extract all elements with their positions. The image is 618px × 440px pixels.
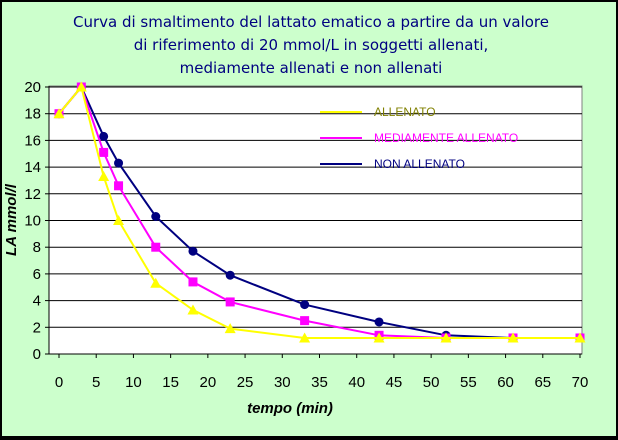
series-lines xyxy=(53,81,586,343)
x-tick-label: 35 xyxy=(311,374,328,391)
x-tick-label: 0 xyxy=(55,374,63,391)
legend-label: ALLENATO xyxy=(374,105,436,119)
data-point xyxy=(151,242,161,252)
data-point xyxy=(224,323,236,334)
data-point xyxy=(300,316,310,326)
y-tick-label: 12 xyxy=(24,186,41,203)
x-tick-label: 15 xyxy=(162,374,179,391)
data-point xyxy=(75,81,87,92)
y-tick-label: 10 xyxy=(24,213,41,230)
y-tick-label: 8 xyxy=(33,239,41,256)
data-point xyxy=(225,297,235,307)
data-point xyxy=(440,332,452,343)
x-tick-label: 50 xyxy=(423,374,440,391)
y-tick-label: 6 xyxy=(33,266,41,283)
data-point xyxy=(187,304,199,315)
title-line-1: Curva di smaltimento del lattato ematico… xyxy=(73,13,549,31)
title-line-2: di riferimento di 20 mmol/L in soggetti … xyxy=(134,36,489,54)
x-tick-label: 20 xyxy=(200,374,217,391)
legend: ALLENATO MEDIAMENTE ALLENATO NON ALLENATO xyxy=(320,105,518,171)
series-line xyxy=(58,85,580,339)
data-point xyxy=(150,277,162,288)
data-point xyxy=(188,277,198,287)
data-point xyxy=(300,300,310,310)
y-axis-title: LA mmol/l xyxy=(3,183,20,256)
data-point xyxy=(53,108,65,119)
legend-item: NON ALLENATO xyxy=(320,157,465,171)
legend-label: MEDIAMENTE ALLENATO xyxy=(374,131,518,145)
data-point xyxy=(114,158,124,168)
data-point xyxy=(98,170,110,181)
y-tick-label: 14 xyxy=(24,159,41,176)
y-tick-label: 20 xyxy=(24,79,41,96)
x-tick-label: 40 xyxy=(348,374,365,391)
y-tick-label: 16 xyxy=(24,132,41,149)
legend-label: NON ALLENATO xyxy=(374,157,465,171)
axes xyxy=(45,86,582,358)
x-tick-label: 70 xyxy=(572,374,589,391)
data-point xyxy=(507,332,519,343)
legend-item: MEDIAMENTE ALLENATO xyxy=(320,131,518,145)
data-point xyxy=(99,147,109,157)
data-point xyxy=(225,270,235,280)
tick-labels: 0 2 4 6 8 10 12 14 16 18 20 0 5 10 15 20 25 30 35 40 45 50 55 6… xyxy=(24,79,588,391)
data-point xyxy=(113,215,125,225)
x-tick-label: 5 xyxy=(92,374,100,391)
y-tick-label: 2 xyxy=(33,319,41,336)
series-allenato xyxy=(53,81,586,343)
data-point xyxy=(99,131,109,141)
x-tick-label: 30 xyxy=(274,374,291,391)
grid-lines xyxy=(49,86,582,328)
x-tick-label: 10 xyxy=(125,374,142,391)
data-point xyxy=(151,211,161,221)
data-point xyxy=(574,332,586,343)
x-tick-label: 25 xyxy=(237,374,254,391)
legend-item: ALLENATO xyxy=(320,105,436,119)
x-tick-label: 60 xyxy=(497,374,514,391)
data-point xyxy=(374,317,384,327)
data-point xyxy=(114,181,124,191)
x-tick-label: 65 xyxy=(534,374,551,391)
data-point xyxy=(188,246,198,256)
y-tick-label: 18 xyxy=(24,106,41,123)
data-point xyxy=(299,332,311,343)
chart-title: Curva di smaltimento del lattato ematico… xyxy=(73,13,549,77)
x-axis-title: tempo (min) xyxy=(247,400,333,417)
y-tick-label: 0 xyxy=(33,346,41,363)
x-tick-label: 45 xyxy=(386,374,403,391)
data-point xyxy=(373,332,385,343)
series-line xyxy=(58,84,580,339)
y-tick-label: 4 xyxy=(33,293,41,310)
title-line-3: mediamente allenati e non allenati xyxy=(180,59,443,77)
x-tick-label: 55 xyxy=(460,374,477,391)
